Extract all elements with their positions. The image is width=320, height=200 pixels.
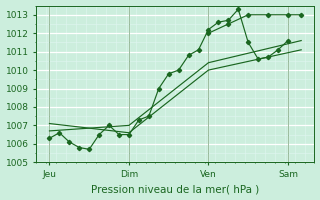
X-axis label: Pression niveau de la mer( hPa ): Pression niveau de la mer( hPa )	[91, 184, 260, 194]
